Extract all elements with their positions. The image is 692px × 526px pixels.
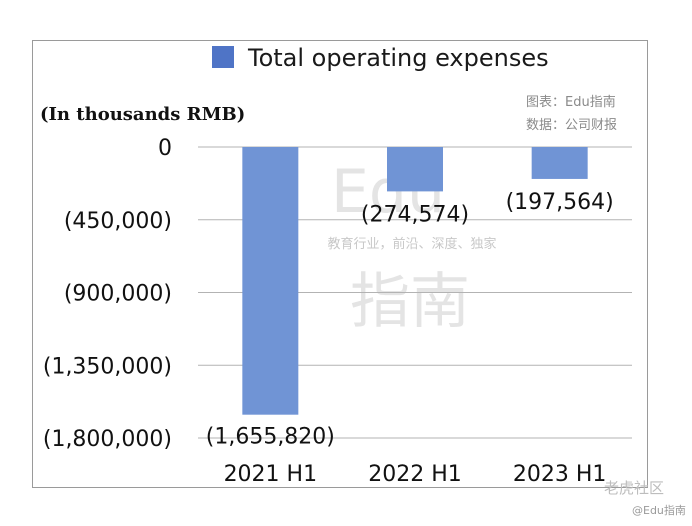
data-label: (1,655,820): [206, 425, 335, 450]
bars: [242, 147, 588, 415]
data-labels: (1,655,820) (274,574) (197,564): [206, 190, 614, 450]
y-tick-label: (450,000): [64, 209, 172, 234]
unit-label: (In thousands RMB): [40, 104, 245, 125]
watermark-middle: 教育行业，前沿、深度、独家: [327, 236, 496, 252]
x-tick-label: 2023 H1: [513, 462, 607, 487]
data-label: (197,564): [506, 190, 614, 215]
bar: [531, 147, 588, 179]
source-data: 数据：公司财报: [526, 118, 617, 133]
x-axis: 2021 H1 2022 H1 2023 H1: [224, 462, 607, 487]
watermark-bottom: 指南: [350, 267, 470, 337]
y-axis: 0 (450,000) (900,000) (1,350,000) (1,800,000…: [43, 136, 172, 452]
y-tick-label: (1,800,000): [43, 427, 172, 452]
y-tick-label: (1,350,000): [43, 354, 172, 379]
y-tick-label: (900,000): [64, 282, 172, 307]
bar: [387, 147, 443, 192]
corner-handle: @Edu指南: [632, 503, 686, 517]
chart-frame: [32, 40, 648, 488]
x-tick-label: 2022 H1: [368, 462, 462, 487]
legend-label: Total operating expenses: [247, 44, 549, 72]
data-label: (274,574): [361, 202, 469, 227]
y-tick-label: 0: [158, 136, 172, 161]
legend-swatch: [212, 46, 234, 68]
bar: [242, 147, 299, 415]
corner-watermark: 老虎社区: [604, 479, 664, 497]
source-chart: 图表：Edu指南: [526, 94, 616, 110]
x-tick-label: 2021 H1: [224, 462, 318, 487]
